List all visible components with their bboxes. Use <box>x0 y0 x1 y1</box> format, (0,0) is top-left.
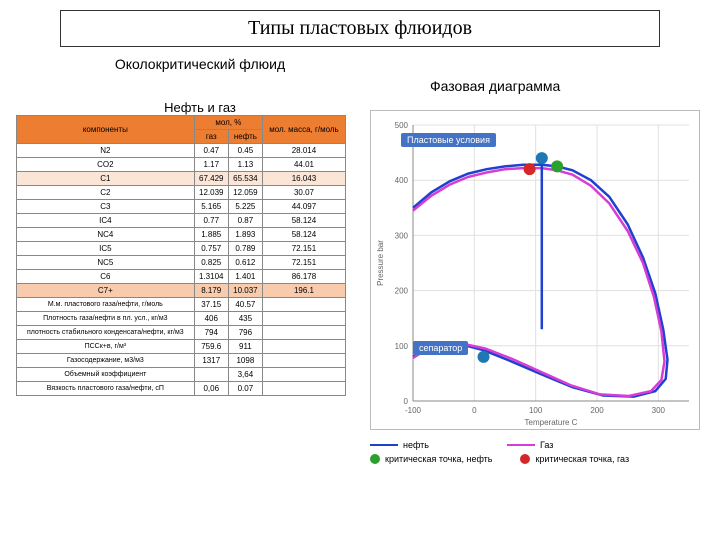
composition-table: компоненты мол, % мол. масса, г/моль газ… <box>16 115 346 396</box>
svg-text:Pressure bar: Pressure bar <box>376 240 385 286</box>
chart-title: Фазовая диаграмма <box>430 78 560 94</box>
legend-label: нефть <box>403 440 429 450</box>
legend-oil-line: нефть <box>370 440 429 450</box>
svg-text:0: 0 <box>404 397 409 406</box>
legend-label: Газ <box>540 440 553 450</box>
svg-text:300: 300 <box>652 406 666 415</box>
svg-text:200: 200 <box>395 287 409 296</box>
svg-text:100: 100 <box>529 406 543 415</box>
page-title: Типы пластовых флюидов <box>60 10 660 47</box>
svg-text:-100: -100 <box>405 406 422 415</box>
chart-legend: нефть Газ критическая точка, нефть крити… <box>370 440 700 468</box>
col-comp: компоненты <box>17 116 195 144</box>
svg-text:300: 300 <box>395 231 409 240</box>
col-mm: мол. масса, г/моль <box>262 116 345 144</box>
svg-text:Temperature C: Temperature C <box>525 418 578 427</box>
subtitle-2: Нефть и газ <box>90 100 310 115</box>
svg-text:500: 500 <box>395 121 409 130</box>
legend-gas-line: Газ <box>507 440 553 450</box>
svg-text:0: 0 <box>472 406 477 415</box>
col-gas: газ <box>194 130 228 144</box>
col-mol: мол, % <box>194 116 262 130</box>
legend-crit-gas: критическая точка, газ <box>520 454 629 464</box>
svg-text:400: 400 <box>395 176 409 185</box>
legend-crit-oil: критическая точка, нефть <box>370 454 492 464</box>
col-oil: нефть <box>228 130 262 144</box>
legend-label: критическая точка, газ <box>535 454 629 464</box>
badge-reservoir: Пластовые условия <box>401 133 496 147</box>
phase-diagram-chart: -10001002003000100200300400500Temperatur… <box>370 110 700 430</box>
legend-label: критическая точка, нефть <box>385 454 492 464</box>
badge-separator: сепаратор <box>413 341 468 355</box>
svg-text:100: 100 <box>395 342 409 351</box>
subtitle: Околокритический флюид <box>90 56 310 72</box>
svg-text:200: 200 <box>590 406 604 415</box>
